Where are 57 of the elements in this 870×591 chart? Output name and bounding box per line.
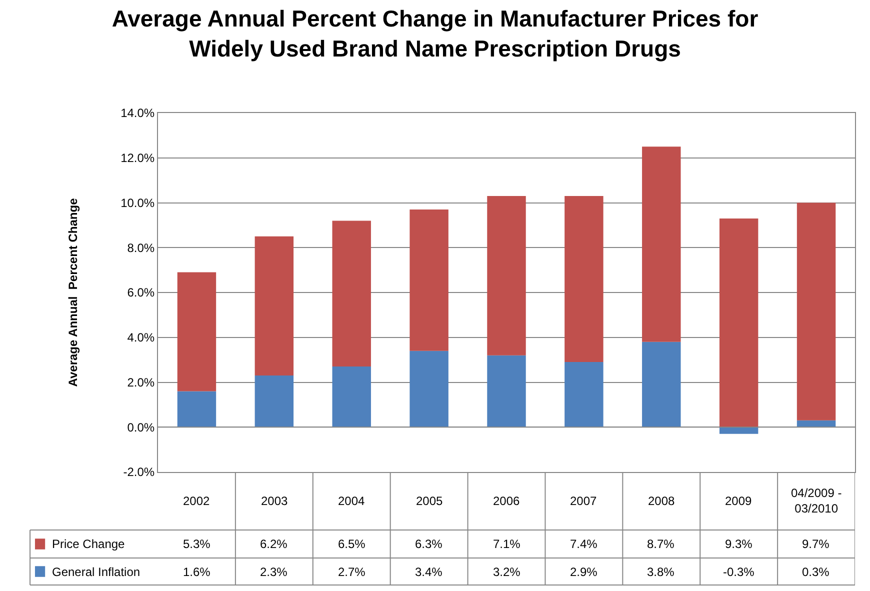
bar — [332, 366, 371, 428]
x-tick-label: 2005 — [416, 494, 444, 508]
x-tick-label: 04/2009 - 03/2010 — [791, 486, 842, 516]
x-tick-label: 2002 — [183, 494, 210, 508]
data-label: 6.3% — [415, 537, 443, 551]
data-label: 7.1% — [493, 537, 521, 551]
data-label: 2.9% — [570, 565, 598, 579]
data-label: 8.7% — [647, 537, 675, 551]
bar — [719, 218, 758, 428]
bar — [410, 350, 448, 428]
y-tick-label: 0.0% — [127, 420, 155, 434]
y-tick-label: 14.0% — [120, 106, 155, 120]
bar — [487, 196, 526, 356]
legend-label: General Inflation — [52, 565, 140, 579]
legend-label: Price Change — [52, 537, 126, 551]
data-label: 3.4% — [415, 565, 443, 579]
data-label: 1.6% — [183, 565, 211, 579]
bar — [177, 272, 216, 392]
y-tick-label: 4.0% — [127, 330, 155, 345]
bar — [564, 362, 604, 428]
bar — [177, 391, 216, 428]
bar — [254, 236, 294, 376]
x-tick-label: 2003 — [261, 494, 288, 508]
bar — [332, 220, 371, 367]
bar — [796, 202, 836, 420]
data-label: 2.7% — [338, 565, 366, 579]
bar — [410, 209, 448, 351]
bar — [487, 355, 526, 428]
x-tick-label: 2007 — [570, 494, 598, 508]
data-label: 6.2% — [260, 537, 288, 551]
data-label: 6.5% — [338, 537, 366, 551]
data-label: 3.2% — [493, 565, 521, 579]
x-tick-label: 2008 — [648, 494, 676, 508]
data-label: 9.3% — [725, 537, 753, 551]
y-tick-label: 2.0% — [127, 375, 155, 390]
y-axis-title: Average Annual Percent Change — [66, 198, 80, 387]
bar — [564, 196, 604, 362]
data-label: 9.7% — [802, 537, 830, 551]
y-tick-label: -2.0% — [123, 465, 155, 480]
data-label: 3.8% — [647, 565, 675, 579]
bar — [719, 427, 758, 434]
x-tick-label: 2006 — [493, 494, 520, 508]
y-tick-label: 12.0% — [120, 151, 155, 166]
data-label: 0.3% — [802, 565, 830, 579]
data-label: 7.4% — [570, 537, 598, 551]
y-tick-label: 6.0% — [127, 286, 155, 300]
data-label: -0.3% — [723, 565, 755, 579]
bar — [642, 342, 681, 428]
y-tick-label: 8.0% — [127, 240, 155, 255]
chart-title: Average Annual Percent Change in Manufacturer Prices for Widely Used Brand Name Prescription Drugs — [112, 6, 758, 62]
x-tick-label: 2009 — [725, 494, 752, 508]
bar — [254, 376, 294, 428]
x-tick-label: 2004 — [338, 494, 366, 508]
data-label: 5.3% — [183, 537, 211, 551]
y-tick-label: 10.0% — [120, 196, 155, 210]
data-label: 2.3% — [260, 565, 288, 579]
bar — [642, 146, 681, 342]
